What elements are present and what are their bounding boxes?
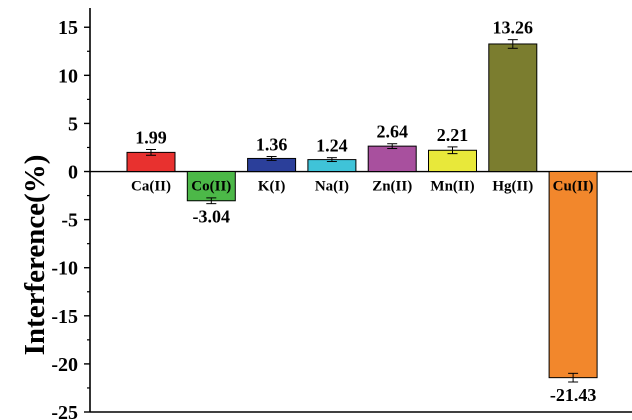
y-tick-label: -25 [51, 402, 78, 420]
category-label: Hg(II) [492, 179, 533, 195]
value-label: -21.43 [550, 385, 597, 405]
value-label: 1.36 [256, 135, 288, 155]
y-tick-label: 5 [68, 113, 78, 135]
value-labels: 1.99 -3.04 1.36 1.24 2.64 2.21 13.26 -21.43 [135, 18, 596, 405]
y-tick-label: -5 [61, 210, 78, 232]
value-label: 2.64 [376, 122, 408, 142]
y-tick-label: 10 [58, 65, 78, 87]
category-label: K(I) [258, 179, 286, 195]
value-label: 1.24 [316, 136, 348, 156]
bar [488, 43, 538, 173]
axes: 15 10 5 0 -5 -10 -15 -20 -25 [51, 8, 632, 420]
bar [548, 171, 598, 379]
bar [367, 145, 417, 173]
y-tick-label: 0 [68, 162, 78, 184]
y-tick-label: -10 [51, 258, 78, 280]
category-label: Co(II) [191, 179, 231, 195]
y-tick-label: -20 [51, 354, 78, 376]
category-label: Mn(II) [430, 179, 474, 195]
y-axis-label: Interference(%) [19, 155, 51, 356]
value-label: 1.99 [135, 127, 167, 147]
category-label: Cu(II) [553, 179, 594, 195]
category-labels: Ca(II) Co(II) K(I) Na(I) Zn(II) Mn(II) Hg(II) C… [131, 179, 594, 195]
y-tick-label: 15 [58, 17, 78, 39]
value-label: 2.21 [437, 125, 469, 145]
y-tick-label: -15 [51, 306, 78, 328]
bars [126, 39, 598, 383]
category-label: Ca(II) [131, 179, 171, 195]
value-label: -3.04 [193, 207, 231, 227]
category-label: Zn(II) [372, 179, 412, 195]
value-label: 13.26 [493, 18, 534, 38]
category-label: Na(I) [315, 179, 349, 195]
